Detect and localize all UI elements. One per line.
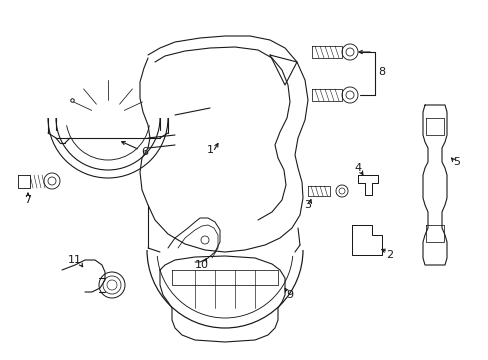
Text: 11: 11 [68,255,82,265]
Text: 6: 6 [141,147,148,157]
Text: 2: 2 [386,250,393,260]
Text: 10: 10 [195,260,208,270]
Text: 9: 9 [286,290,293,300]
Text: 5: 5 [452,157,460,167]
Text: 3: 3 [304,200,311,210]
Text: 8: 8 [378,67,385,77]
Text: 1: 1 [206,145,213,155]
Text: 7: 7 [24,195,32,205]
Text: 4: 4 [354,163,361,173]
